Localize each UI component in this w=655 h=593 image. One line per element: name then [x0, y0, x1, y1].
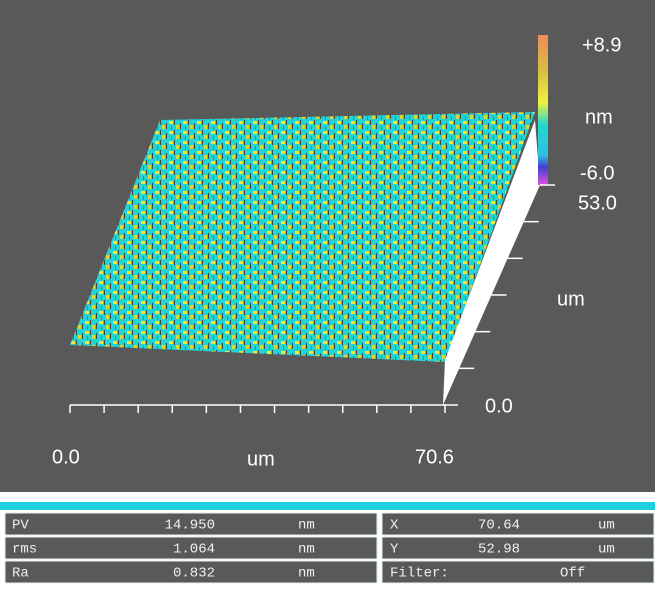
profiler-window: +8.9 nm -6.0 53.0 um 0.0 0.0 um 70.6 PV 1…	[0, 0, 655, 593]
table-cell: 52.98	[478, 542, 520, 558]
table-cell: Y	[390, 542, 399, 558]
colorbar	[538, 35, 548, 185]
table-cell: X	[390, 518, 399, 534]
table-cell: 0.832	[173, 566, 215, 582]
y-axis-unit: um	[557, 288, 585, 310]
colorbar-unit: nm	[585, 106, 613, 128]
x-axis-min: 0.0	[52, 446, 80, 468]
stats-tables: PV 14.950 nm rms 1.064 nm Ra 0.832 nm X 70.64 um Y 52…	[5, 513, 654, 583]
table-cell: nm	[298, 566, 315, 582]
table-cell: 1.064	[173, 542, 215, 558]
y-axis-max: 53.0	[578, 192, 617, 214]
table-cell: um	[598, 542, 615, 558]
table-cell: Filter:	[390, 566, 449, 582]
y-axis-min: 0.0	[485, 395, 513, 417]
table-cell: Off	[560, 566, 585, 582]
x-axis-unit: um	[247, 448, 275, 470]
separator	[0, 502, 655, 510]
table-cell: nm	[298, 518, 315, 534]
table-cell: um	[598, 518, 615, 534]
table-cell: 70.64	[478, 518, 520, 534]
table-cell: PV	[12, 518, 29, 534]
table-cell: 14.950	[165, 518, 215, 534]
table-cell: rms	[12, 542, 37, 558]
table-cell: Ra	[12, 566, 29, 582]
colorbar-min: -6.0	[580, 162, 614, 184]
table-cell: nm	[298, 542, 315, 558]
colorbar-max: +8.9	[582, 34, 621, 56]
x-axis-max: 70.6	[415, 446, 454, 468]
